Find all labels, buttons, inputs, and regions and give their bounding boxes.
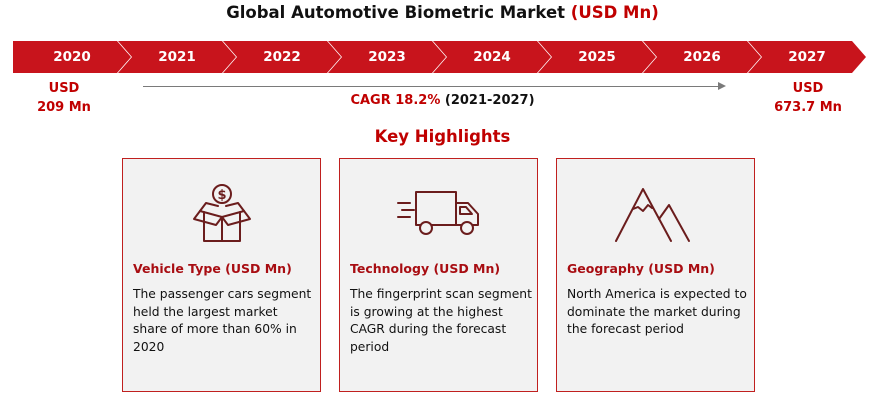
year-timeline: 2020 2021 2022 2023 2024 2025 2026 2027: [13, 41, 873, 73]
timeline-year-2027: 2027: [748, 41, 866, 73]
mountain-icon: [557, 181, 754, 245]
card-text: North America is expected to dominate th…: [567, 287, 747, 336]
highlight-card-technology: Technology (USD Mn) The fingerprint scan…: [339, 158, 538, 392]
timeline-year-2025: 2025: [538, 41, 656, 73]
title-main: Global Automotive Biometric Market: [226, 3, 566, 22]
card-heading: Geography (USD Mn): [567, 261, 715, 276]
timeline-year-2022: 2022: [223, 41, 341, 73]
timeline-year-2024: 2024: [433, 41, 551, 73]
timeline-year-2021: 2021: [118, 41, 236, 73]
page-title: Global Automotive Biometric Market (USD …: [0, 3, 885, 22]
start-value-amount: 209 Mn: [37, 100, 91, 115]
card-text: The passenger cars segment held the larg…: [133, 287, 312, 354]
cagr-arrow-head-icon: [718, 82, 726, 90]
timeline-year-2020: 2020: [13, 41, 131, 73]
highlight-card-geography: Geography (USD Mn) North America is expe…: [556, 158, 755, 392]
delivery-truck-icon: [340, 181, 537, 245]
end-value: USD 673.7 Mn: [768, 79, 848, 117]
cagr-text: CAGR 18.2% (2021-2027): [0, 93, 885, 108]
timeline-year-2023: 2023: [328, 41, 446, 73]
card-heading: Technology (USD Mn): [350, 261, 501, 276]
cagr-label: CAGR 18.2%: [350, 93, 441, 108]
highlight-card-vehicle-type: $ Vehicle Type (USD Mn) The passenger ca…: [122, 158, 321, 392]
end-value-unit: USD: [792, 81, 824, 96]
key-highlights-title: Key Highlights: [374, 127, 511, 146]
svg-text:$: $: [217, 188, 226, 203]
cagr-period: (2021-2027): [444, 93, 535, 108]
start-value: USD 209 Mn: [30, 79, 98, 117]
card-text: The fingerprint scan segment is growing …: [350, 287, 532, 354]
card-heading: Vehicle Type (USD Mn): [133, 261, 292, 276]
cagr-arrow-line: [143, 86, 721, 87]
end-value-amount: 673.7 Mn: [774, 100, 842, 115]
timeline-year-2026: 2026: [643, 41, 761, 73]
title-unit: (USD Mn): [570, 3, 659, 22]
start-value-unit: USD: [48, 81, 80, 96]
open-box-dollar-icon: $: [123, 181, 320, 245]
